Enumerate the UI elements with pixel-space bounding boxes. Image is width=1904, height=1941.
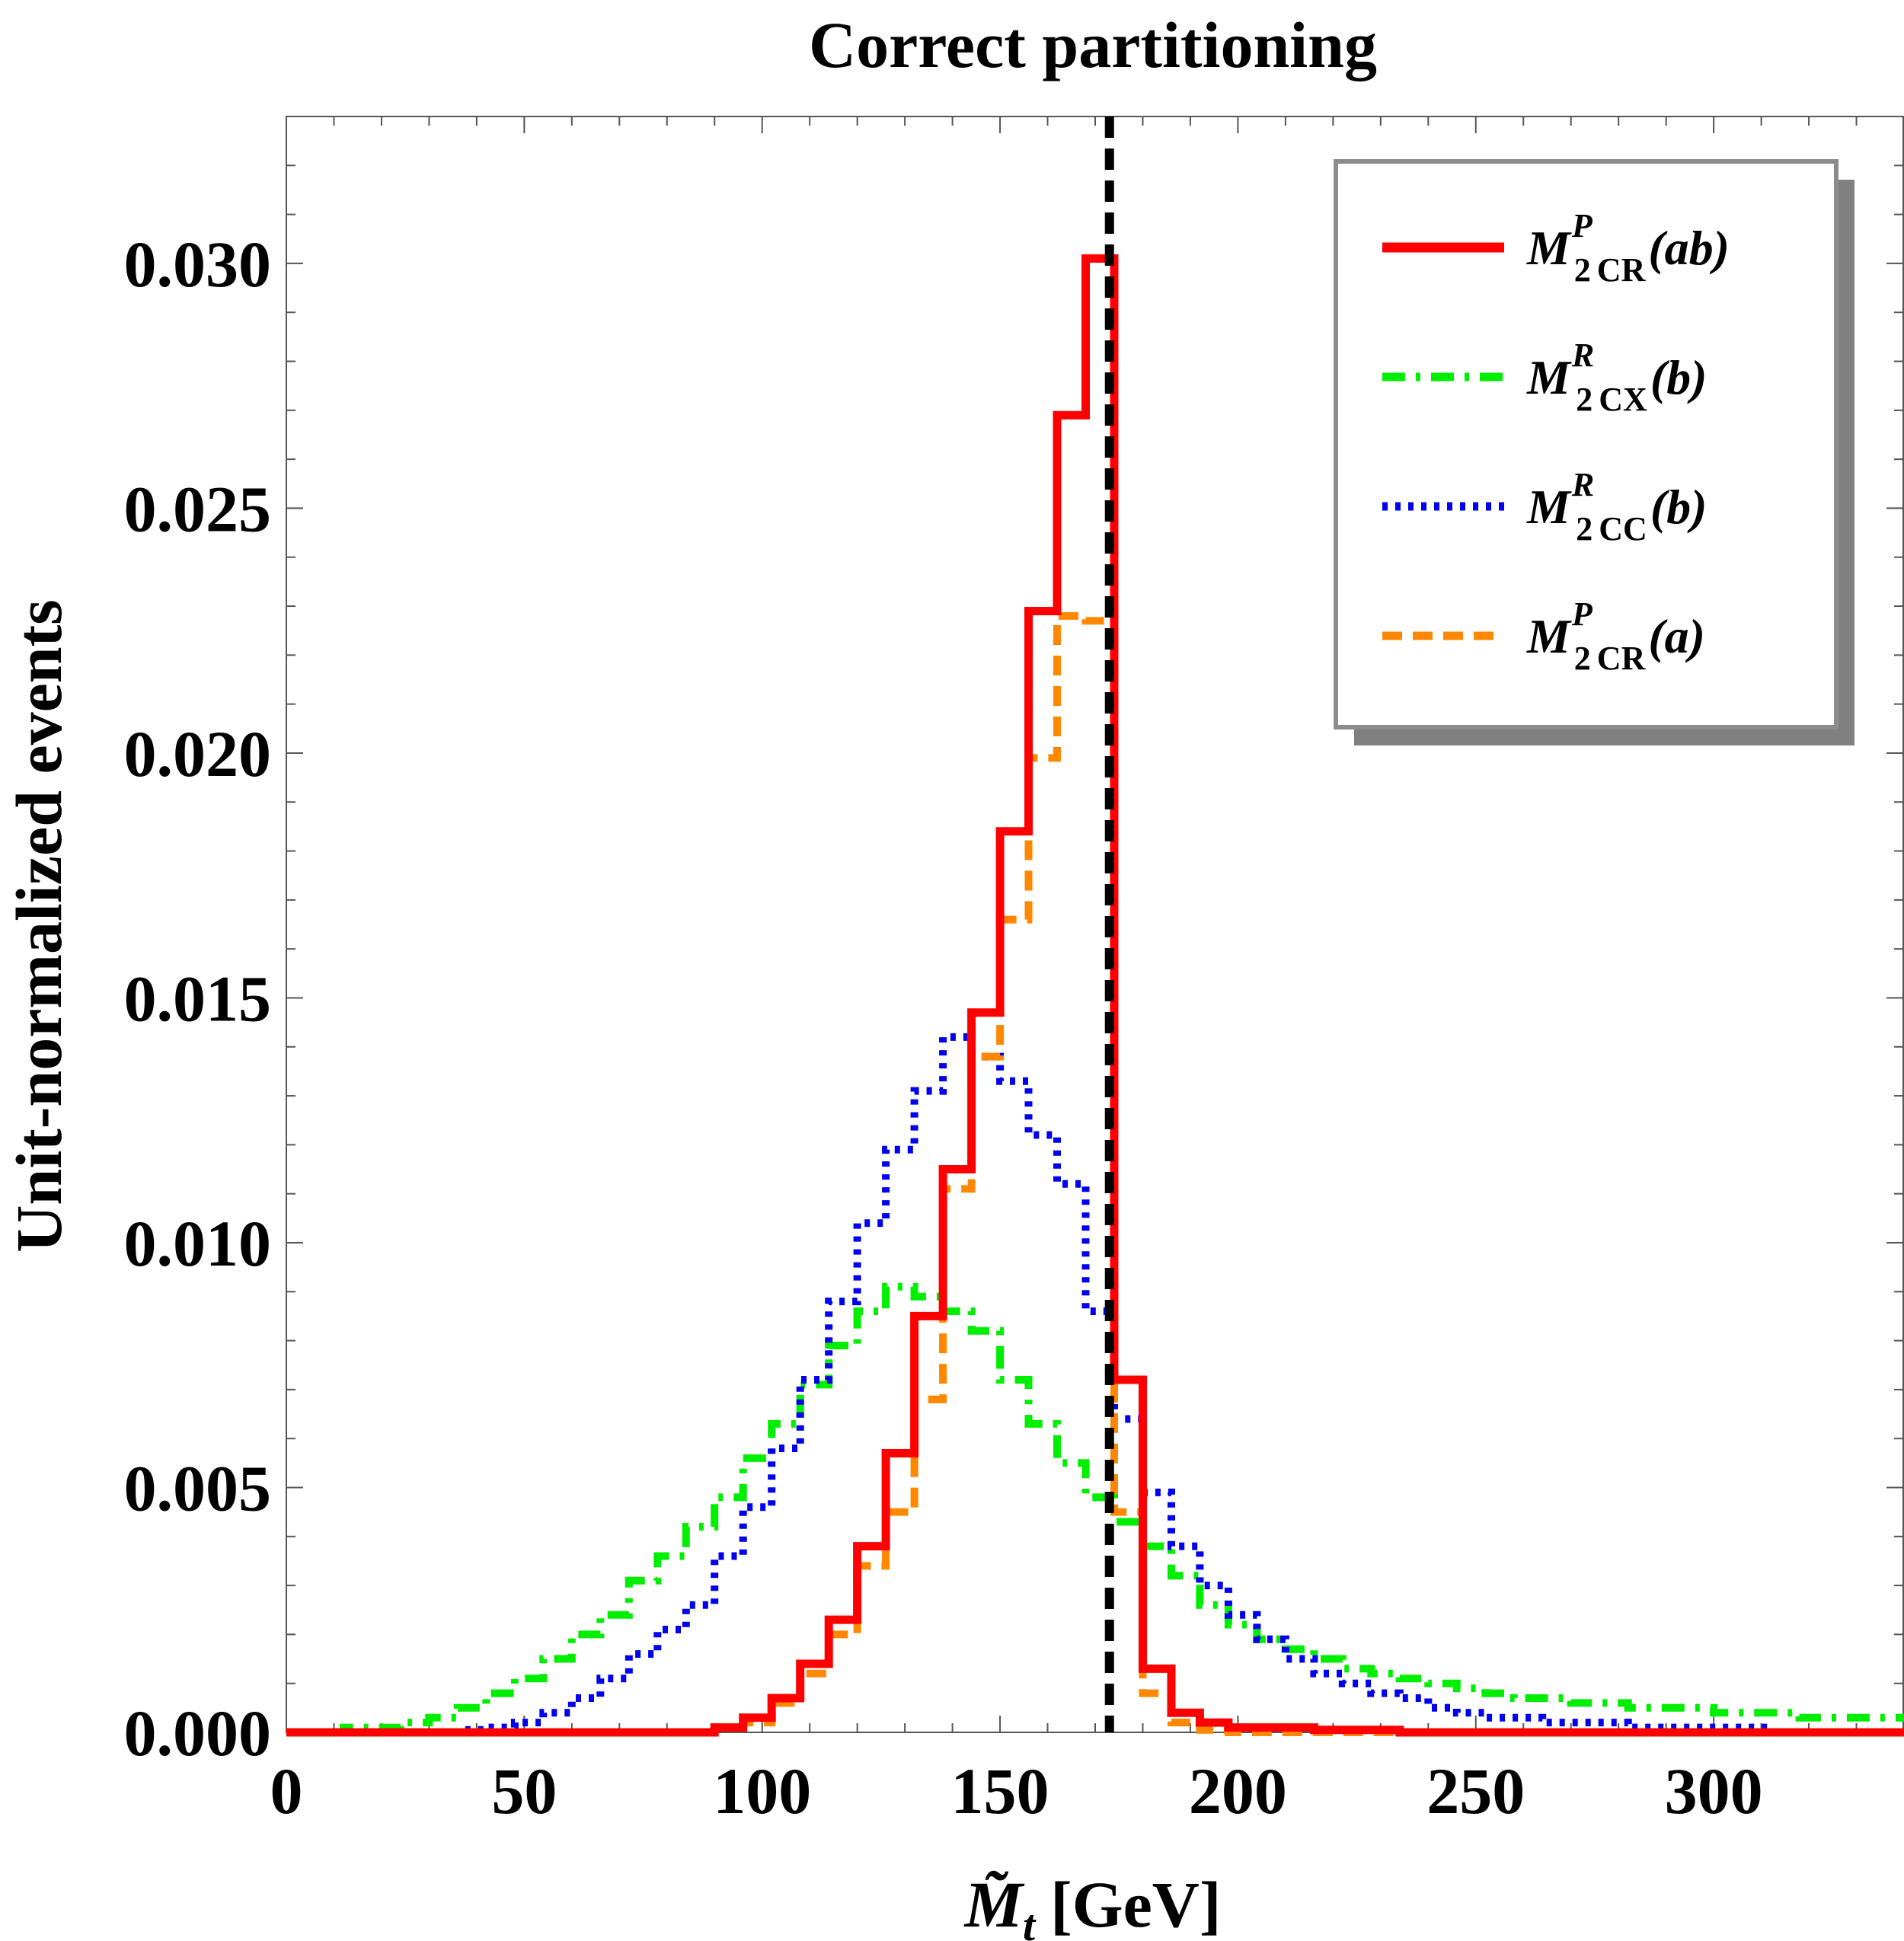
y-axis: 0.000 0.005 0.010 0.015 0.020 0.025 0.030 — [124, 164, 1903, 1770]
legend-label-base: M — [1526, 221, 1572, 275]
series-line-3 — [286, 611, 1904, 1736]
y-tick-label: 0.010 — [124, 1207, 272, 1280]
legend-label-sub-num: 2 — [1576, 381, 1593, 418]
x-tick-label: 50 — [491, 1754, 557, 1828]
legend-label-sub-num: 2 — [1574, 640, 1591, 677]
legend-label-arg: (a) — [1648, 609, 1705, 663]
x-tick-label: 300 — [1665, 1754, 1763, 1828]
legend-label-sub-text: CR — [1597, 640, 1647, 677]
legend-label-sup: P — [1571, 207, 1593, 244]
legend-label-2: MR 2 CC(b) — [1526, 466, 1707, 548]
legend: MP 2 CR(ab)MR 2 CX(b)MR 2 CC(b)MP 2 CR(a) — [1334, 159, 1854, 745]
x-tick-label: 200 — [1189, 1754, 1287, 1828]
chart-title: Correct partitioning — [809, 8, 1377, 81]
y-tick-label: 0.030 — [124, 228, 272, 301]
series-layer — [286, 254, 1904, 1737]
legend-label-1: MR 2 CX(b) — [1526, 337, 1707, 418]
legend-label-3: MP 2 CR(a) — [1526, 595, 1705, 677]
legend-label-sub-num: 2 — [1574, 251, 1591, 289]
y-axis-label: Unit-normalized events — [2, 599, 75, 1252]
legend-label-base: M — [1526, 609, 1572, 663]
series-line-2 — [286, 1033, 1904, 1736]
legend-label-arg: (ab) — [1648, 221, 1730, 275]
x-axis-label: M̃t [GeV] — [963, 1868, 1221, 1941]
legend-label-arg: (b) — [1650, 480, 1708, 534]
legend-label-sub-text: CR — [1597, 251, 1647, 289]
series-line-1 — [286, 1282, 1904, 1736]
legend-label-base: M — [1526, 480, 1572, 534]
y-tick-label: 0.000 — [124, 1697, 272, 1770]
legend-label-0: MP 2 CR(ab) — [1526, 207, 1730, 289]
legend-label-arg: (b) — [1650, 350, 1708, 404]
x-axis-label-unit: [GeV] — [1050, 1868, 1221, 1941]
legend-label-sup: R — [1571, 337, 1594, 374]
x-tick-label: 150 — [951, 1754, 1049, 1828]
x-tick-label: 250 — [1426, 1754, 1525, 1828]
series-line-0 — [286, 254, 1904, 1737]
y-tick-label: 0.005 — [124, 1451, 272, 1524]
legend-label-sub-num: 2 — [1576, 510, 1593, 548]
legend-label-sub-text: CC — [1599, 510, 1647, 548]
x-tick-label: 0 — [270, 1754, 303, 1828]
legend-label-sup: R — [1571, 466, 1594, 503]
legend-label-base: M — [1526, 350, 1572, 404]
x-tick-label: 100 — [713, 1754, 811, 1828]
x-axis-label-subscript: t — [1023, 1901, 1037, 1941]
y-tick-label: 0.020 — [124, 717, 272, 790]
legend-label-sup: P — [1571, 595, 1593, 633]
y-tick-label: 0.015 — [124, 962, 272, 1035]
legend-label-sub-text: CX — [1599, 381, 1647, 418]
y-tick-label: 0.025 — [124, 472, 272, 545]
x-axis: 0 50 100 150 200 250 300 — [270, 117, 1858, 1828]
x-axis-label-symbol: M̃ — [963, 1868, 1024, 1941]
